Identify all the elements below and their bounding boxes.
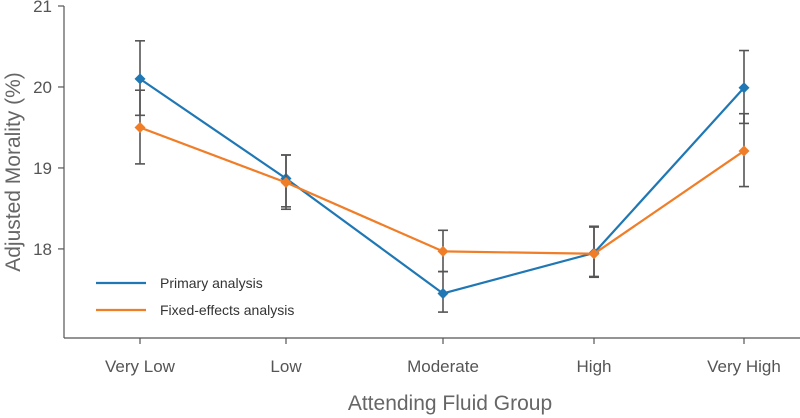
y-ticks: 18 19 20 21 (33, 0, 64, 259)
y-axis-title: Adjusted Morality (%) (2, 72, 25, 272)
y-tick-label: 18 (33, 240, 52, 259)
data-point (437, 245, 449, 257)
legend: Primary analysis Fixed-effects analysis (96, 275, 294, 318)
data-point (738, 82, 750, 94)
legend-label-primary: Primary analysis (160, 275, 263, 291)
axes (63, 6, 800, 339)
x-ticks: Very Low Low Moderate High Very High (105, 338, 781, 376)
x-tick-label: Very High (707, 357, 781, 376)
x-tick-label: Very Low (105, 357, 176, 376)
series-line (139, 77, 745, 295)
x-tick-label: Moderate (407, 357, 479, 376)
legend-label-fixed: Fixed-effects analysis (160, 302, 294, 318)
data-point (134, 121, 146, 133)
data-point (738, 145, 750, 157)
data-point (588, 248, 600, 260)
series-fixed-effects (134, 89, 750, 279)
x-axis-title: Attending Fluid Group (348, 392, 552, 415)
x-tick-label: High (577, 357, 612, 376)
data-point (437, 287, 449, 299)
x-tick-label: Low (270, 357, 302, 376)
series-line (139, 126, 745, 255)
data-point (280, 177, 292, 189)
data-point (134, 73, 146, 85)
y-tick-label: 19 (33, 159, 52, 178)
y-tick-label: 20 (33, 78, 52, 97)
y-tick-label: 21 (33, 0, 52, 16)
series-layer (134, 40, 750, 313)
